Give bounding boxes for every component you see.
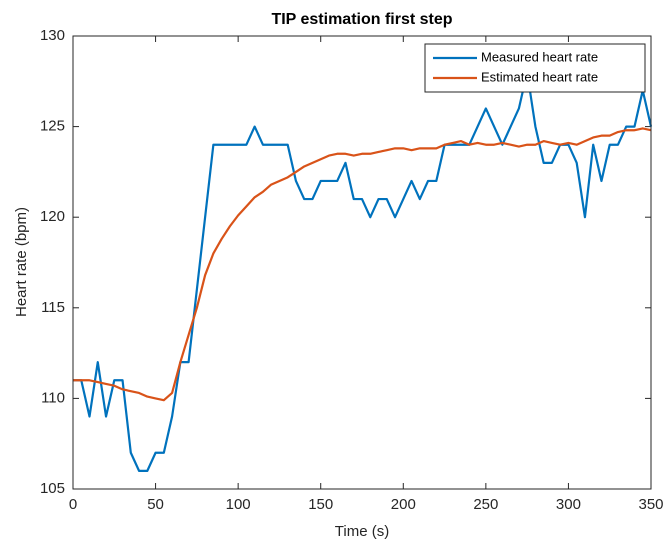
y-tick-label: 105 bbox=[40, 480, 65, 497]
y-axis-label: Heart rate (bpm) bbox=[13, 207, 30, 317]
y-tick-label: 120 bbox=[40, 208, 65, 225]
data-line bbox=[73, 71, 653, 472]
x-tick-label: 350 bbox=[638, 496, 663, 513]
x-tick-label: 250 bbox=[473, 496, 498, 513]
y-tick-label: 115 bbox=[41, 299, 65, 316]
plot-frame bbox=[72, 35, 652, 490]
data-line bbox=[73, 127, 652, 402]
x-tick-label: 0 bbox=[69, 496, 77, 513]
x-tick-label: 50 bbox=[147, 496, 164, 513]
y-tick-label: 125 bbox=[40, 118, 65, 135]
x-tick-label: 200 bbox=[391, 496, 416, 513]
y-tick-label: 110 bbox=[41, 389, 65, 406]
legend-box bbox=[424, 43, 646, 93]
x-tick-label: 150 bbox=[308, 496, 333, 513]
legend-label: Measured heart rate bbox=[481, 49, 598, 64]
chart-title: TIP estimation first step bbox=[271, 11, 452, 28]
y-tick-label: 130 bbox=[40, 27, 65, 44]
x-axis-label: Time (s) bbox=[335, 523, 389, 540]
legend: Measured heart rate Estimated heart rate bbox=[424, 43, 646, 93]
x-tick-label: 300 bbox=[556, 496, 581, 513]
x-tick-label: 100 bbox=[226, 496, 251, 513]
legend-label: Estimated heart rate bbox=[481, 69, 598, 84]
